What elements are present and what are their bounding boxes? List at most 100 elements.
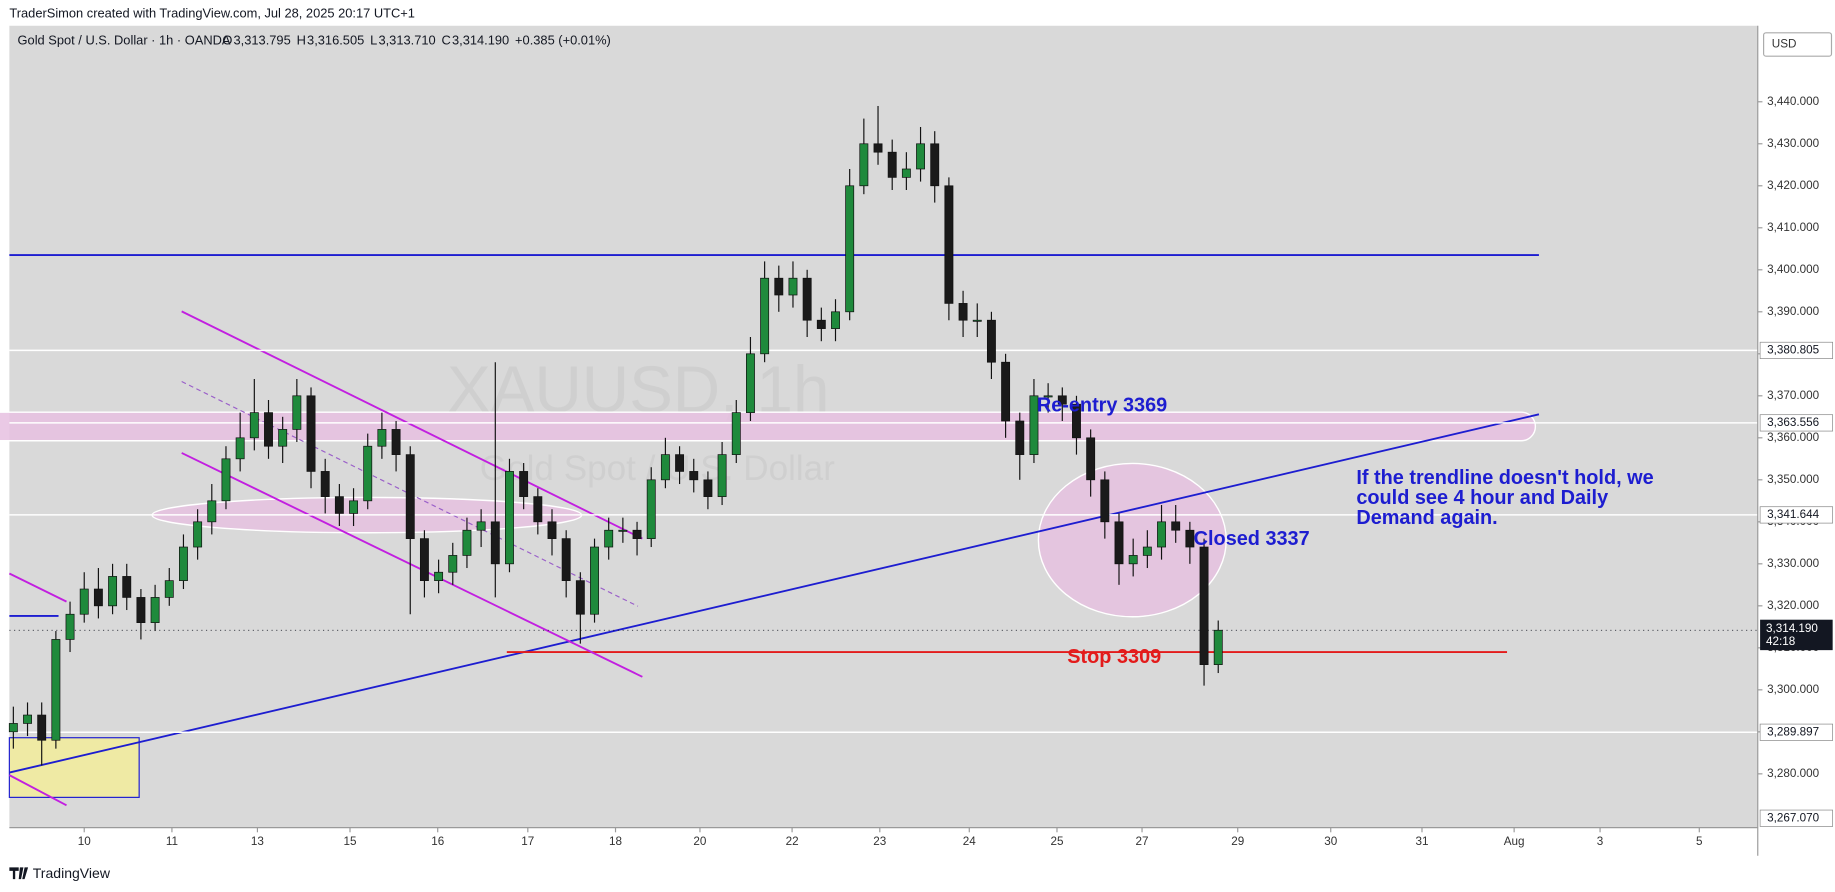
candle-body (972, 319, 982, 322)
candle-body (207, 500, 217, 523)
axis-labels: 3,280.0003,290.0003,300.0003,310.0003,32… (78, 95, 1834, 848)
candle-body (79, 588, 89, 615)
candle-body (731, 412, 741, 455)
x-tick-label: 30 (1324, 835, 1337, 848)
level-label: 3,363.556 (1767, 416, 1819, 429)
candle-body (519, 471, 529, 497)
candle-body (249, 412, 259, 439)
x-tick-label: 18 (609, 835, 622, 848)
candle-body (788, 277, 798, 296)
candle-body (1015, 420, 1025, 455)
level-label-box (1759, 723, 1834, 741)
candle-body (292, 395, 302, 430)
x-tick-label: 15 (343, 835, 356, 848)
candle-body (51, 639, 61, 741)
watermark-sub: Gold Spot / U.S. Dollar (480, 449, 835, 488)
level-label-box (1759, 414, 1834, 432)
candle-body (1114, 521, 1124, 565)
x-tick-label: 27 (1136, 835, 1149, 848)
ohlc-key: H (297, 32, 306, 47)
candle-body (349, 500, 358, 514)
candle-body (675, 454, 685, 472)
candle-body (1086, 437, 1096, 481)
candle-body (774, 277, 784, 296)
symbol: Gold Spot / U.S. Dollar · 1h · OANDA (18, 32, 231, 47)
last-price-label: 3,314.190 (1766, 622, 1818, 635)
annotation: could see 4 hour and Daily (1356, 487, 1608, 509)
x-tick-label: 16 (431, 835, 444, 848)
y-tick-label: 3,370.000 (1767, 389, 1819, 402)
level-label-box (1759, 506, 1834, 524)
level-label: 3,380.805 (1767, 344, 1819, 357)
candle-body (37, 714, 47, 741)
x-tick-label: 23 (873, 835, 886, 848)
ohlc-key: O (222, 32, 232, 47)
axes (9, 25, 1759, 856)
brand: TradingView (9, 865, 111, 881)
ohlc-value: 3,316.505 (307, 32, 364, 47)
candle-body (533, 496, 543, 523)
candle-body (122, 576, 132, 598)
level-label: 3,289.897 (1767, 725, 1819, 738)
change: +0.385 (+0.01%) (515, 32, 611, 47)
x-tick-label: Aug (1504, 835, 1525, 848)
candle-body (108, 576, 118, 607)
trend-line (8, 774, 67, 807)
candle-body (150, 597, 160, 623)
last-price-box (1760, 619, 1833, 651)
annotation: Closed 3337 (1194, 528, 1310, 550)
candle-body (703, 479, 713, 497)
candle-body (136, 597, 146, 623)
annotation: Demand again. (1356, 507, 1497, 529)
candle-body (590, 546, 599, 615)
x-tick-label: 20 (693, 835, 706, 848)
trend-line (9, 413, 1540, 774)
candle-body (859, 143, 869, 187)
currency[interactable]: USD (1772, 38, 1797, 51)
candle-body (1142, 546, 1152, 556)
candle-body (306, 395, 316, 472)
trend-line (8, 572, 67, 603)
candle-body (802, 277, 812, 321)
brand-name: TradingView (33, 865, 111, 881)
candle-body (1072, 403, 1081, 439)
candle-body (363, 445, 373, 502)
candle-body (717, 454, 727, 497)
x-tick-label: 10 (78, 835, 91, 848)
candle-body (845, 185, 855, 313)
candle-body (164, 580, 174, 598)
candle-body (235, 437, 245, 460)
y-tick-label: 3,440.000 (1767, 95, 1819, 108)
countdown: 42:18 (1766, 635, 1795, 648)
level-label: 3,341.644 (1767, 508, 1819, 521)
x-tick-label: 31 (1415, 835, 1428, 848)
candle-body (1001, 361, 1011, 422)
candle-body (760, 277, 770, 355)
currency-box[interactable] (1763, 32, 1833, 57)
candle-body (958, 303, 968, 321)
candle-body (391, 429, 401, 455)
candle-body (179, 546, 188, 581)
candle-body (1100, 479, 1110, 523)
candle-body (334, 496, 344, 514)
x-tick-label: 3 (1597, 835, 1604, 848)
x-tick-label: 24 (963, 835, 976, 848)
x-tick-label: 13 (251, 835, 264, 848)
candle-body (405, 454, 415, 539)
candle-body (1029, 395, 1039, 455)
drawings (0, 254, 1540, 807)
candle-body (377, 429, 387, 447)
ohlc-value: 3,314.190 (452, 32, 509, 47)
candle-body (264, 412, 273, 447)
annotation: If the trendline doesn't hold, we (1356, 467, 1653, 489)
candle-body (1157, 521, 1166, 548)
y-tick-label: 3,410.000 (1767, 221, 1819, 234)
candle-body (561, 538, 571, 581)
annotation: Re-entry 3369 (1037, 394, 1167, 416)
y-tick-label: 3,320.000 (1767, 599, 1819, 612)
candle-body (278, 429, 288, 447)
credit: TraderSimon created with TradingView.com… (9, 5, 415, 20)
y-tick-label: 3,390.000 (1767, 305, 1819, 318)
candle-body (901, 168, 911, 178)
